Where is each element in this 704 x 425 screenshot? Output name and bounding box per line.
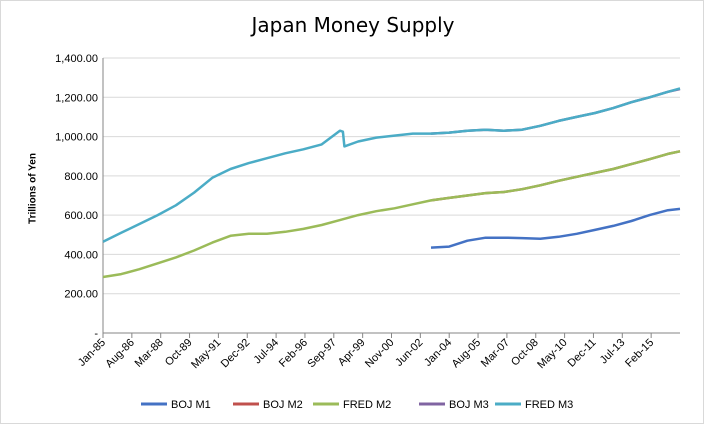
y-tick-label: 400.00 (64, 249, 98, 261)
x-tick-label: May-10 (535, 337, 569, 371)
y-tick-label: 600.00 (64, 210, 98, 222)
series-line (430, 207, 681, 249)
y-tick-label: 800.00 (64, 171, 98, 183)
x-tick-label: Jan-85 (76, 337, 108, 369)
y-tick-label: 1,400.00 (55, 53, 98, 65)
x-tick-label: Feb-15 (623, 337, 656, 370)
y-tick-label: 1,200.00 (55, 92, 98, 104)
x-tick-label: Mar-07 (479, 337, 512, 370)
x-tick-label: Jun-02 (393, 337, 425, 369)
series-line (102, 87, 681, 243)
y-tick-label: 1,000.00 (55, 132, 98, 144)
legend-entry: FRED M3 (525, 399, 573, 411)
legend-entry: BOJ M3 (449, 399, 489, 411)
series-line (102, 150, 681, 279)
legend-entry: BOJ M1 (171, 399, 211, 411)
y-tick-label: 200.00 (64, 289, 98, 301)
x-tick-label: May-91 (189, 337, 223, 371)
x-tick-label: Dec-92 (219, 337, 253, 371)
x-tick-label: Aug-86 (103, 337, 137, 371)
series-line (430, 87, 681, 135)
chart-title: Japan Money Supply (251, 13, 455, 37)
x-tick-label: Mar-88 (133, 337, 166, 370)
x-tick-label: Nov-00 (363, 337, 397, 371)
x-tick-label: Sep-97 (305, 337, 339, 371)
x-tick-label: Dec-11 (566, 337, 599, 370)
x-tick-label: Apr-99 (336, 337, 368, 369)
y-tick-label: - (94, 328, 98, 340)
x-tick-label: Jan-04 (422, 337, 454, 369)
legend-entry: FRED M2 (343, 399, 391, 411)
x-tick-label: Aug-05 (450, 337, 484, 371)
legend-entry: BOJ M2 (263, 399, 303, 411)
x-tick-label: Feb-96 (277, 337, 310, 370)
